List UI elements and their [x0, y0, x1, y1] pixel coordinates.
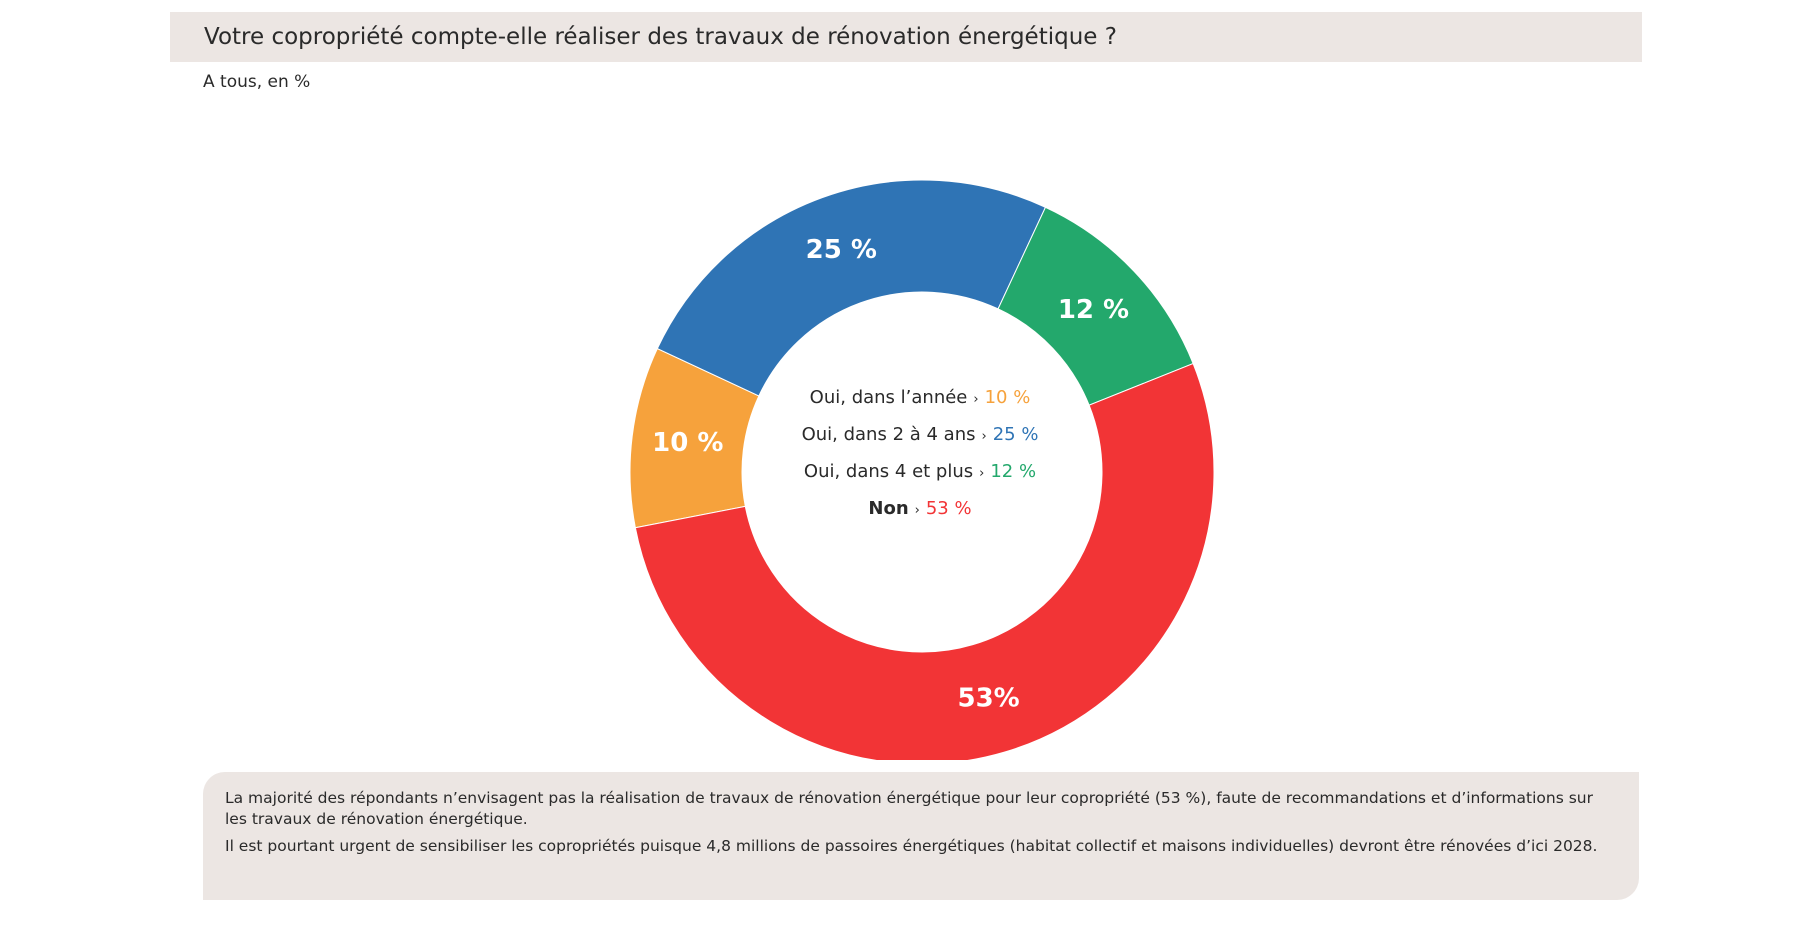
legend-entry-2: Oui, dans 2 à 4 ans › 25 % [720, 417, 1120, 454]
donut-slice-2 [656, 179, 1047, 397]
title-bar: Votre copropriété compte-elle réaliser d… [170, 12, 1642, 62]
legend-label: Non [868, 498, 909, 519]
donut-data-labels: 10 % 25 % 12 % 53% [652, 235, 1129, 713]
chevron-right-icon: › [979, 466, 985, 481]
note-box: La majorité des répondants n’envisagent … [203, 772, 1639, 900]
legend-value: 12 % [990, 461, 1037, 482]
legend-entry-1: Oui, dans l’année › 10 % [720, 380, 1120, 417]
chart-subtitle: A tous, en % [203, 72, 311, 92]
legend-entry-3: Oui, dans 4 et plus › 12 % [720, 454, 1120, 491]
center-legend: Oui, dans l’année › 10 % Oui, dans 2 à 4 an… [720, 380, 1120, 528]
slice-data-label-1: 10 % [652, 428, 723, 458]
donut-slice-4 [634, 362, 1215, 760]
legend-value: 10 % [984, 387, 1031, 408]
slice-data-label-2: 25 % [806, 235, 877, 265]
chart-title: Votre copropriété compte-elle réaliser d… [204, 24, 1117, 50]
donut-slices [629, 179, 1215, 760]
note-paragraph-1: La majorité des répondants n’envisagent … [225, 789, 1593, 828]
note-paragraph-2: Il est pourtant urgent de sensibiliser l… [225, 837, 1598, 855]
slice-data-label-4: 53% [958, 683, 1020, 713]
legend-label: Oui, dans l’année [809, 387, 968, 408]
legend-value: 25 % [992, 424, 1039, 445]
legend-entry-4: Non › 53 % [720, 491, 1120, 528]
chevron-right-icon: › [981, 429, 987, 444]
legend-value: 53 % [925, 498, 972, 519]
chevron-right-icon: › [973, 392, 979, 407]
chevron-right-icon: › [914, 503, 920, 518]
slice-data-label-3: 12 % [1058, 295, 1129, 325]
legend-label: Oui, dans 4 et plus [803, 461, 974, 482]
donut-chart: 10 % 25 % 12 % 53% [629, 179, 1215, 760]
legend-label: Oui, dans 2 à 4 ans [801, 424, 976, 445]
